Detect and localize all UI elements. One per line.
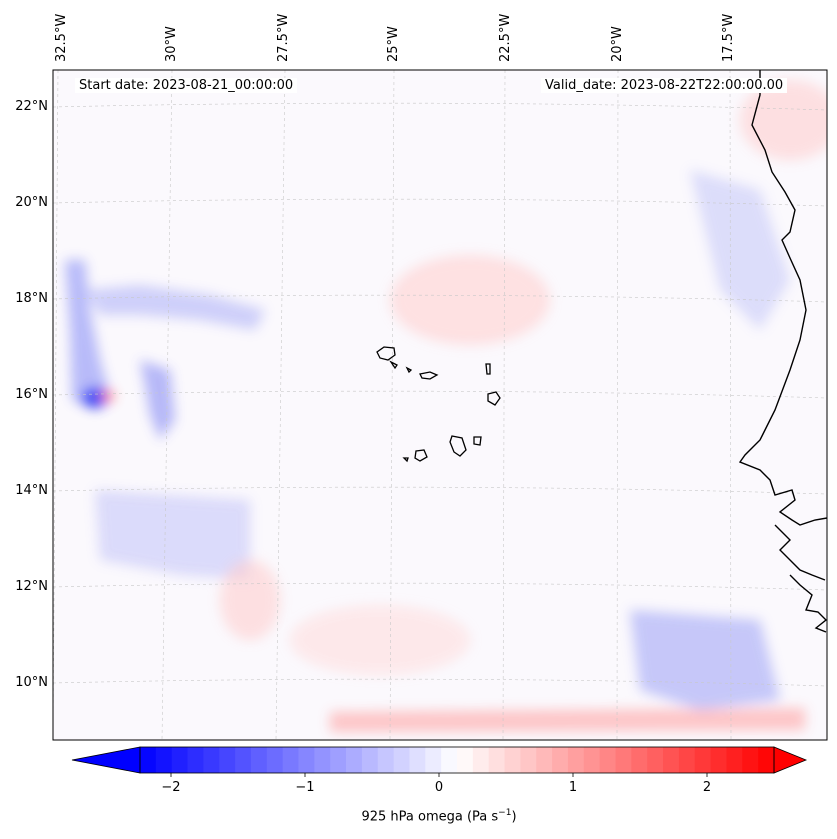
colorbar-step <box>330 747 347 773</box>
lat-label: 18°N <box>15 291 48 306</box>
colorbar-tick-label: −1 <box>295 780 315 795</box>
colorbar-step <box>457 747 474 773</box>
colorbar-step <box>282 747 299 773</box>
ascent-feature-coast <box>690 170 790 330</box>
colorbar-step <box>615 747 632 773</box>
colorbar-step <box>647 747 664 773</box>
start-date-label: Start date: 2023-08-21_00:00:00 <box>75 78 298 93</box>
colorbar-step <box>235 747 252 773</box>
lon-label: 25°W <box>386 26 401 62</box>
colorbar-tick-label: −2 <box>161 780 181 795</box>
descent-patch-south <box>290 605 470 675</box>
descent-strip-south <box>330 708 805 732</box>
descent-core-west <box>102 391 114 401</box>
lat-label: 14°N <box>15 483 48 498</box>
lon-label: 30°W <box>164 26 179 62</box>
colorbar-step <box>520 747 537 773</box>
colorbar-step <box>583 747 601 773</box>
colorbar-title-main: 925 hPa omega (Pa s <box>361 809 499 825</box>
colorbar-step <box>488 747 506 773</box>
colorbar-step <box>567 747 585 773</box>
colorbar-step <box>599 747 616 773</box>
descent-patch-central <box>390 255 550 345</box>
valid-date-label: Valid_date: 2023-08-22T22:00:00.00 <box>541 78 788 93</box>
colorbar-step <box>187 747 204 773</box>
colorbar-step <box>726 747 743 773</box>
lon-label: 32.5°W <box>54 13 69 62</box>
colorbar-step <box>758 747 775 773</box>
colorbar-step <box>663 747 680 773</box>
colorbar-step <box>441 747 458 773</box>
colorbar-step <box>393 747 410 773</box>
colorbar-step <box>155 747 173 773</box>
ascent-feature-southwest <box>95 490 250 580</box>
lat-label: 16°N <box>15 387 48 402</box>
colorbar-step <box>298 747 315 773</box>
lon-label: 27.5°W <box>276 13 291 62</box>
colorbar-step <box>219 747 236 773</box>
lat-label: 10°N <box>15 675 48 690</box>
colorbar-step <box>203 747 220 773</box>
descent-patch-northeast <box>740 80 827 160</box>
colorbar-tick-label: 2 <box>702 780 712 795</box>
colorbar-step <box>377 747 395 773</box>
colorbar-step <box>266 747 284 773</box>
omega-field <box>53 70 827 740</box>
africa-coastline <box>738 70 827 633</box>
descent-patch-west <box>220 560 280 640</box>
colorbar-step <box>140 747 157 773</box>
cape-verde-islands <box>376 346 501 463</box>
lon-label: 17.5°W <box>721 13 736 62</box>
colorbar-step <box>536 747 553 773</box>
colorbar-title-end: ) <box>511 809 517 825</box>
colorbar-step <box>742 747 759 773</box>
ascent-feature-west <box>65 260 110 410</box>
colorbar-step <box>631 747 648 773</box>
colorbar-title: 925 hPa omega (Pa s−1) <box>361 808 516 824</box>
colorbar-step <box>346 747 363 773</box>
graticule <box>53 70 827 740</box>
colorbar-step <box>694 747 712 773</box>
lat-label: 22°N <box>15 99 48 114</box>
ascent-core <box>82 388 108 408</box>
colorbar-step <box>552 747 569 773</box>
colorbar-tick-label: 1 <box>568 780 578 795</box>
colorbar <box>71 746 808 777</box>
ascent-feature-arc <box>85 285 265 330</box>
colorbar-step <box>425 747 442 773</box>
colorbar-step <box>504 747 521 773</box>
colorbar-step <box>678 747 696 773</box>
colorbar-title-exp: −1 <box>498 808 512 818</box>
lat-label: 20°N <box>15 195 48 210</box>
colorbar-step <box>314 747 331 773</box>
colorbar-tick-label: 0 <box>434 780 444 795</box>
lon-label: 20°W <box>610 26 625 62</box>
colorbar-step <box>409 747 426 773</box>
ascent-feature-southeast <box>630 610 780 710</box>
colorbar-step <box>710 747 727 773</box>
map-frame <box>52 69 828 741</box>
lon-label: 22.5°W <box>498 13 513 62</box>
lat-label: 12°N <box>15 579 48 594</box>
ascent-feature-band <box>140 360 175 440</box>
colorbar-step <box>361 747 379 773</box>
colorbar-step <box>250 747 268 773</box>
colorbar-step <box>171 747 189 773</box>
colorbar-step <box>472 747 490 773</box>
